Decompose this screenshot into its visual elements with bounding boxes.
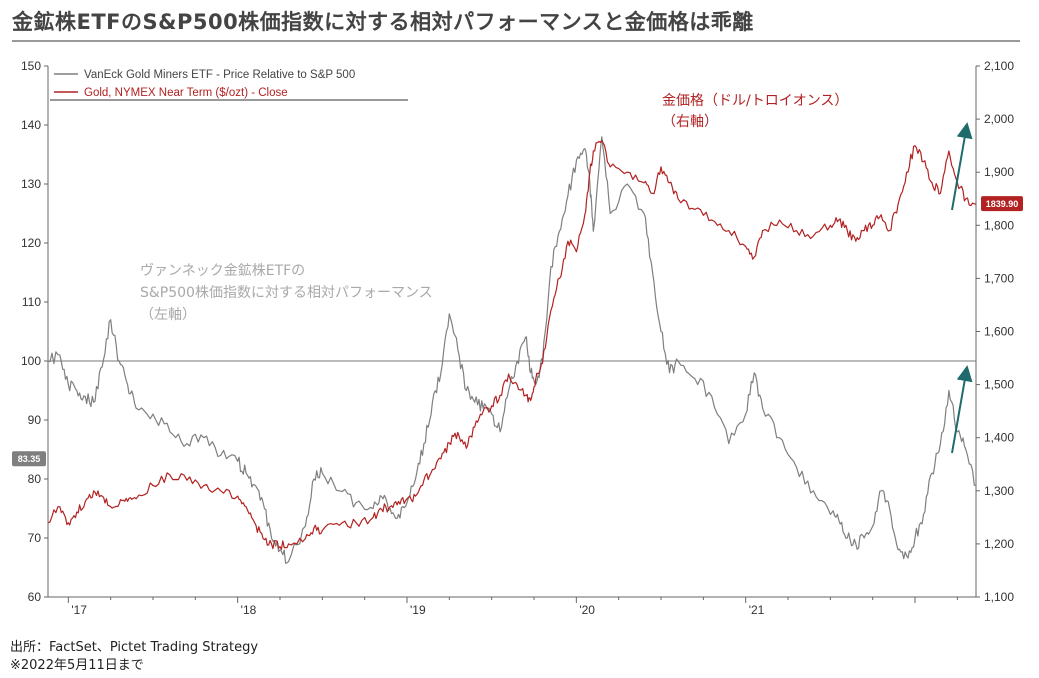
right-tick-label: 1,400 <box>984 431 1014 445</box>
right-tick-label: 1,700 <box>984 271 1014 285</box>
gold-annotation-line1: 金価格（ドル/トロイオンス） <box>662 93 848 109</box>
left-tick-label: 70 <box>28 531 42 545</box>
gold-trend-arrow <box>951 122 973 211</box>
gold-annotation-line2: （右軸） <box>662 114 718 130</box>
annotations: 金価格（ドル/トロイオンス） （右軸） ヴァンネック金鉱株ETFの S&P500… <box>140 93 848 323</box>
right-tick-label: 1,300 <box>984 484 1014 498</box>
x-tick-label: '18 <box>241 603 257 617</box>
right-end-value: 1839.90 <box>986 199 1019 209</box>
legend-label-gdx: VanEck Gold Miners ETF - Price Relative … <box>84 69 355 81</box>
left-tick-label: 80 <box>28 472 42 486</box>
right-tick-label: 1,200 <box>984 537 1014 551</box>
left-tick-label: 130 <box>21 177 41 191</box>
date-note: ※2022年5月11日まで <box>10 658 144 673</box>
right-axis: 2,100 2,000 1,900 1,800 1,700 1,600 1,500 1,400… <box>976 59 1014 604</box>
right-end-badge <box>981 196 1023 212</box>
legend: VanEck Gold Miners ETF - Price Relative … <box>50 69 408 101</box>
x-tick-label: '19 <box>410 603 426 617</box>
series-layer <box>47 136 977 564</box>
right-tick-label: 1,900 <box>984 165 1014 179</box>
left-end-value: 83.35 <box>18 454 41 464</box>
left-tick-label: 90 <box>28 413 42 427</box>
left-tick-label: 150 <box>21 59 41 73</box>
title-divider <box>12 40 1020 42</box>
x-tick-label: '20 <box>579 603 595 617</box>
right-tick-label: 2,000 <box>984 112 1014 126</box>
left-tick-label: 120 <box>21 236 41 250</box>
left-tick-label: 140 <box>21 118 41 132</box>
right-tick-label: 1,800 <box>984 218 1014 232</box>
gdx-trend-arrow <box>951 365 973 454</box>
gdx-annotation-line2: S&P500株価指数に対する相対パフォーマンス <box>140 285 433 301</box>
right-tick-label: 1,100 <box>984 590 1014 604</box>
x-axis: '17 '18 '19 '20 '21 <box>67 597 958 617</box>
left-tick-label: 60 <box>28 590 42 604</box>
right-tick-label: 1,500 <box>984 378 1014 392</box>
legend-label-gold: Gold, NYMEX Near Term ($/ozt) - Close <box>84 87 288 99</box>
left-axis: 150 140 130 120 110 100 90 80 70 60 <box>21 59 48 604</box>
gdx-annotation-line1: ヴァンネック金鉱株ETFの <box>140 262 305 279</box>
source-note: 出所：FactSet、Pictet Trading Strategy <box>10 640 259 655</box>
left-tick-label: 110 <box>22 295 41 309</box>
end-value-badges: 83.35 1839.90 <box>12 196 1023 467</box>
trend-arrows <box>951 122 973 454</box>
gold-price-series <box>47 139 977 551</box>
gdx-annotation-line3: （左軸） <box>140 307 196 323</box>
right-tick-label: 2,100 <box>984 59 1014 73</box>
plot-frame <box>47 66 977 598</box>
x-tick-label: '21 <box>749 603 765 617</box>
gdx-relative-series <box>47 136 977 564</box>
left-end-badge <box>12 451 46 467</box>
left-tick-label: 100 <box>21 354 41 368</box>
x-tick-label: '17 <box>71 603 87 617</box>
page-title: 金鉱株ETFのS&P500株価指数に対する相対パフォーマンスと金価格は乖離 <box>12 10 754 34</box>
right-tick-label: 1,600 <box>984 325 1014 339</box>
